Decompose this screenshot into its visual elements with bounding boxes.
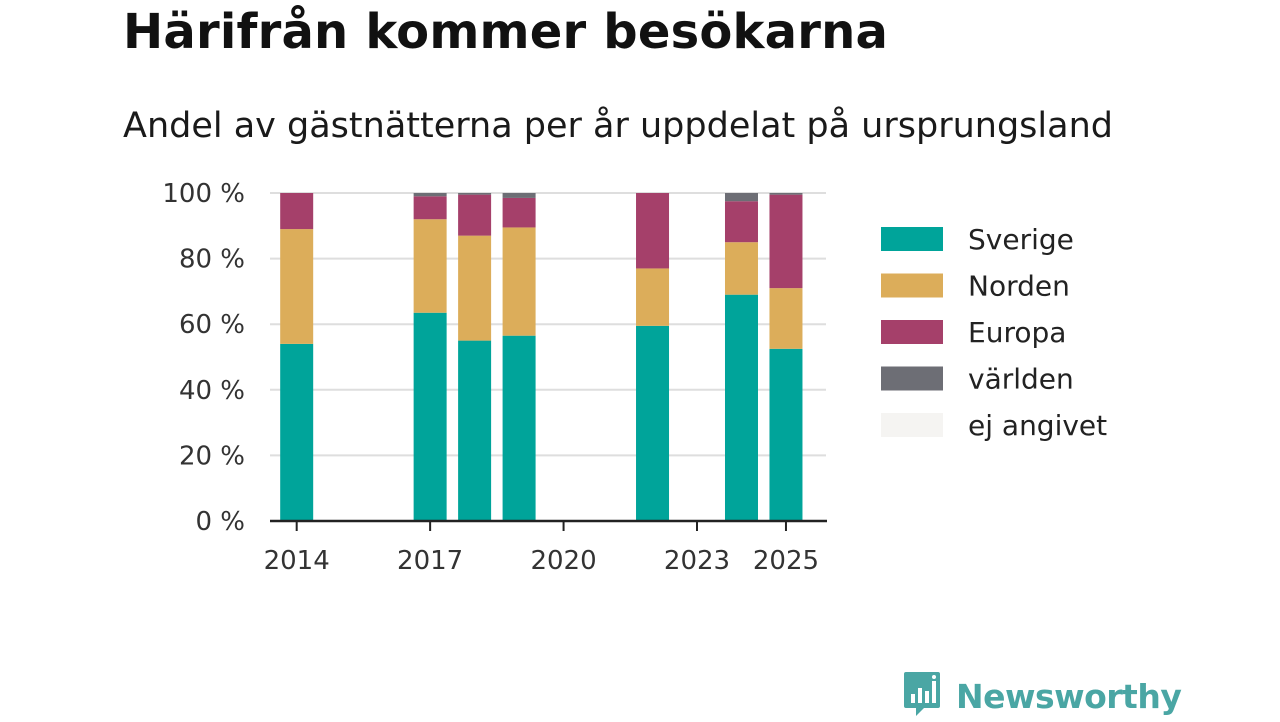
y-tick-label: 100 % (162, 179, 245, 209)
legend-swatch (881, 413, 943, 437)
bar-segment (724, 294, 758, 521)
bar-segment (502, 335, 536, 521)
x-tick-label: 2014 (264, 546, 330, 576)
x-tick-label: 2017 (397, 546, 463, 576)
bar-segment (636, 268, 670, 326)
bar-segment (769, 348, 803, 521)
bar-segment (458, 340, 492, 521)
x-tick-label: 2023 (664, 546, 730, 576)
bar-segment (769, 193, 803, 195)
bar-chart-logo-icon (902, 670, 942, 722)
bar-segment (458, 235, 492, 341)
legend: Sverige Norden Europa världen ej angivet (881, 223, 1107, 442)
bar-segment (636, 325, 670, 521)
bar-segment (458, 194, 492, 236)
legend-swatch (881, 273, 943, 298)
chart-subtitle: Andel av gästnätterna per år uppdelat på… (123, 106, 1113, 146)
bar-segment (636, 193, 670, 269)
bar-segment (724, 242, 758, 295)
y-tick-label: 80 % (179, 245, 245, 275)
newsworthy-logo[interactable]: Newsworthy (902, 670, 1182, 722)
bar-segment (280, 193, 314, 230)
legend-label: ej angivet (968, 409, 1107, 442)
bar-segment (769, 194, 803, 289)
bar-segment (769, 288, 803, 349)
bar-segment (280, 229, 314, 344)
brand-name: Newsworthy (956, 676, 1182, 716)
legend-label: Europa (968, 316, 1066, 349)
bar-segment (413, 312, 447, 521)
y-tick-label: 0 % (195, 507, 245, 537)
legend-swatch (881, 227, 943, 251)
bar-segment (413, 193, 447, 197)
bar-segment (724, 201, 758, 243)
bar-segment (413, 196, 447, 220)
x-tick-label: 2020 (530, 546, 596, 576)
legend-label: Sverige (968, 223, 1074, 256)
y-tick-label: 20 % (179, 441, 245, 471)
chart-title: Härifrån kommer besökarna (123, 4, 889, 60)
bar-segment (502, 227, 536, 336)
axes: 0 % 20 % 40 % 60 % 80 % 100 % 2014 2017 2020 2023… (162, 179, 827, 576)
legend-label: världen (968, 363, 1074, 396)
bar-segment (502, 197, 536, 228)
y-tick-label: 60 % (179, 310, 245, 340)
bar-segment (724, 193, 758, 202)
x-tick-label: 2025 (753, 546, 819, 576)
legend-label: Norden (968, 270, 1070, 303)
bar-segment (502, 193, 536, 198)
y-tick-label: 40 % (179, 376, 245, 406)
bar-segment (413, 219, 447, 313)
bar-segment (458, 193, 492, 195)
bar-segment (280, 343, 314, 521)
bars (280, 193, 803, 521)
legend-swatch (881, 366, 943, 391)
legend-swatch (881, 320, 943, 344)
